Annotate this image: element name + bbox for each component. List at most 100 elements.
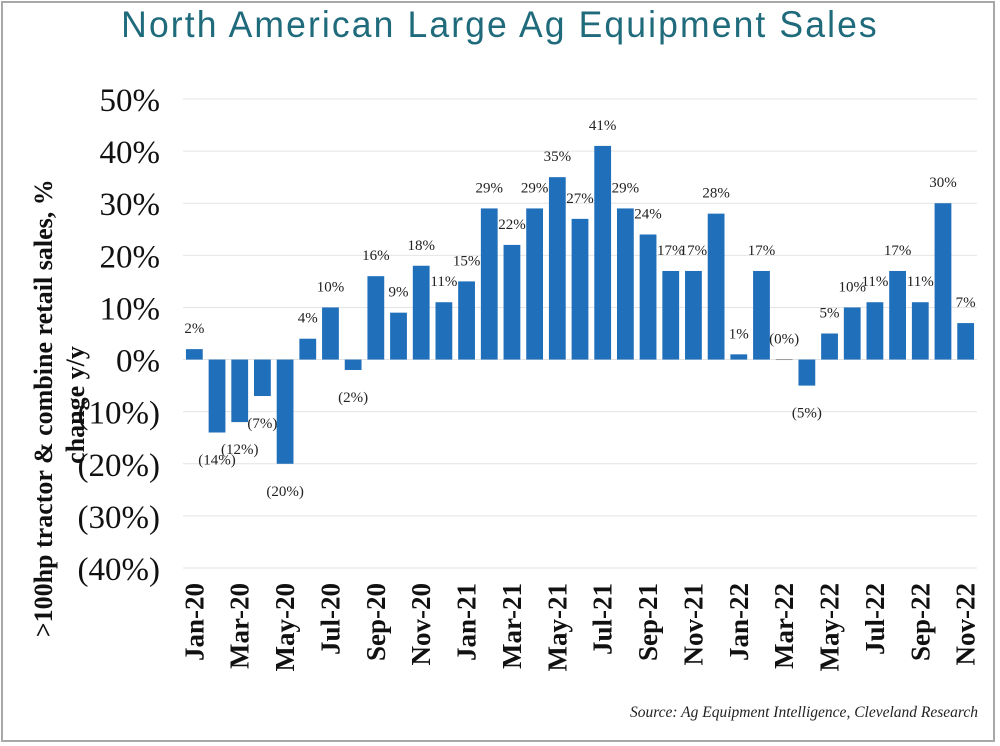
bar-Jun-20: [299, 338, 317, 360]
y-axis-label-line1: >100hp tractor & combine retail sales, %: [29, 179, 58, 637]
bar-Jun-21: [571, 218, 589, 360]
bar-Oct-22: [934, 203, 952, 360]
x-axis-ticks: Jan-20 Mar-20 May-20 Jul-20 Sep-20 Nov-20 Jan-…: [179, 583, 980, 671]
data-label: 1%: [729, 326, 749, 342]
x-tick-label: Sep-21: [633, 583, 663, 661]
data-label: 30%: [929, 175, 957, 191]
data-label: 17%: [680, 243, 708, 259]
bar-Jun-22: [843, 307, 861, 360]
data-label: 2%: [184, 321, 204, 337]
y-tick-label: 50%: [100, 83, 161, 119]
bar-Mar-22: [775, 359, 793, 361]
y-tick-label: 30%: [100, 187, 161, 223]
bar-Nov-21: [685, 270, 702, 360]
x-tick-label: May-21: [542, 583, 572, 671]
bar-Oct-20: [390, 312, 407, 360]
data-label: 4%: [298, 311, 318, 327]
bar-Apr-21: [526, 208, 544, 360]
data-label: 35%: [544, 149, 572, 165]
data-label: 11%: [430, 274, 457, 290]
data-label: 10%: [317, 279, 345, 295]
bar-Aug-21: [616, 208, 634, 360]
y-tick-label: (20%): [78, 448, 160, 484]
x-tick-label: Jul-20: [315, 583, 345, 655]
data-label: 5%: [820, 306, 840, 322]
data-label: 7%: [956, 295, 976, 311]
data-label: (0%): [769, 332, 799, 348]
data-label: 17%: [748, 243, 776, 259]
data-label: 17%: [657, 243, 685, 259]
bar-May-21: [548, 177, 566, 360]
x-tick-label: Mar-20: [225, 583, 255, 669]
data-label: (2%): [338, 390, 368, 406]
x-tick-label: Mar-21: [497, 583, 527, 669]
bar-Nov-20: [412, 265, 430, 360]
y-tick-label: 20%: [100, 239, 161, 275]
y-axis-label-line2: change y/y: [61, 346, 90, 464]
data-label: 9%: [389, 285, 409, 301]
data-label: 29%: [521, 180, 549, 196]
data-labels: 2% (14%)(12%) (7%) (20%) 4% 10% (2%) 16% 9% 18% 11…: [184, 118, 975, 500]
bars: [185, 145, 975, 464]
y-axis-label: >100hp tractor & combine retail sales, %…: [29, 173, 90, 637]
bar-Aug-20: [344, 359, 362, 370]
bar-Sep-20: [367, 276, 385, 360]
y-tick-label: (30%): [78, 500, 160, 536]
bar-Feb-21: [480, 208, 498, 360]
x-tick-label: Nov-21: [678, 583, 708, 666]
data-label: (20%): [266, 484, 304, 500]
bar-Feb-22: [753, 270, 770, 360]
bar-May-20: [276, 359, 294, 464]
data-label: 27%: [566, 191, 594, 207]
x-tick-label: May-22: [815, 583, 845, 671]
data-label: 28%: [702, 186, 730, 202]
x-tick-label: Jan-21: [452, 583, 482, 661]
bar-Apr-20: [254, 359, 271, 397]
data-label: 29%: [612, 180, 640, 196]
x-tick-label: Mar-22: [769, 583, 799, 669]
x-tick-label: Sep-22: [905, 583, 935, 661]
bar-Jan-21: [458, 281, 475, 360]
data-label: (5%): [792, 406, 822, 422]
y-tick-label: (40%): [78, 552, 160, 588]
x-tick-label: Nov-22: [951, 583, 981, 666]
bar-Mar-21: [503, 244, 521, 360]
x-tick-label: Jul-21: [588, 583, 618, 655]
y-tick-label: (10%): [78, 396, 160, 432]
bar-Sep-21: [639, 234, 657, 360]
data-label: 15%: [453, 253, 481, 269]
x-tick-label: May-20: [270, 583, 300, 671]
chart-title: North American Large Ag Equipment Sales: [121, 4, 879, 45]
data-label: 18%: [407, 238, 435, 254]
source-note: Source: Ag Equipment Intelligence, Cleve…: [629, 704, 978, 721]
y-tick-label: 0%: [116, 344, 160, 380]
bar-Apr-22: [798, 359, 816, 386]
bar-Jan-20: [185, 349, 203, 360]
bar-Dec-21: [707, 213, 725, 360]
x-tick-label: Nov-20: [406, 583, 436, 666]
bar-Sep-22: [911, 302, 929, 360]
x-tick-label: Jan-22: [724, 583, 754, 661]
bar-Jan-22: [730, 354, 748, 360]
bar-Mar-20: [231, 359, 249, 423]
bar-Oct-21: [662, 270, 680, 360]
y-tick-label: 10%: [100, 291, 161, 327]
bar-Aug-22: [889, 270, 906, 360]
data-label: (7%): [247, 416, 277, 432]
x-tick-label: Sep-20: [361, 583, 391, 661]
bar-Dec-20: [435, 302, 453, 360]
data-label: 22%: [498, 217, 526, 233]
x-tick-label: Jul-22: [860, 583, 890, 655]
x-tick-label: Jan-20: [179, 583, 209, 661]
data-label: 10%: [838, 279, 866, 295]
data-label: (14%): [198, 453, 236, 469]
bar-Jul-20: [322, 307, 339, 360]
y-axis-ticks: 50% 40% 30% 20% 10% 0% (10%) (20%) (30%) (40%): [78, 83, 160, 588]
bar-Jul-21: [594, 145, 612, 360]
data-label: 16%: [362, 248, 390, 264]
bar-Feb-20: [208, 359, 226, 433]
bar-Nov-22: [957, 323, 975, 360]
data-label: 17%: [884, 243, 912, 259]
